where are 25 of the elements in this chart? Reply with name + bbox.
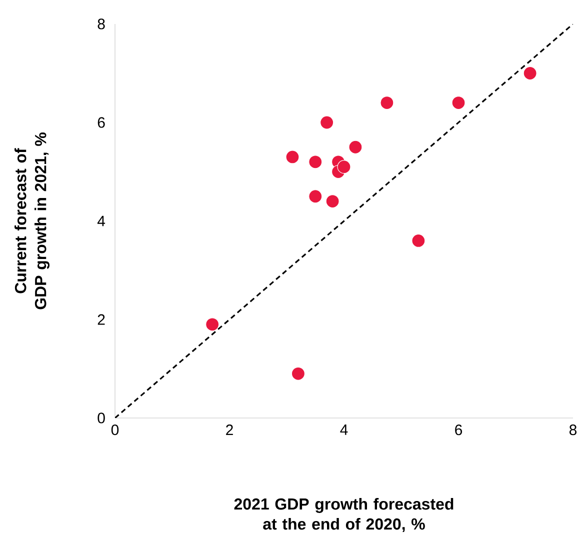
point (348, 140, 362, 154)
y-tick-label: 6 (98, 117, 105, 128)
point (337, 160, 351, 174)
x-tick-label: 0 (111, 424, 119, 436)
point (320, 116, 334, 130)
point (380, 96, 394, 110)
point (291, 366, 305, 380)
y-tick-label: 2 (98, 314, 105, 325)
point (308, 190, 322, 204)
y-axis-title: Current forecast of GDP growth in 2021, % (14, 132, 50, 310)
x-axis-title: 2021 GDP growth forecasted at the end of 2020, % (234, 498, 454, 532)
point (206, 318, 220, 332)
x-tick-label: 2 (226, 424, 233, 436)
point (308, 155, 322, 169)
point (452, 96, 466, 110)
point (326, 194, 340, 208)
y-tick-label: 8 (98, 18, 105, 30)
x-tick-label: 4 (340, 424, 348, 435)
point (523, 66, 537, 80)
x-tick-label: 8 (569, 424, 577, 436)
y-tick-label: 0 (98, 412, 105, 424)
y-tick-label: 4 (97, 216, 106, 226)
point (286, 150, 300, 164)
x-tick-label: 6 (455, 424, 462, 436)
point (412, 234, 426, 248)
